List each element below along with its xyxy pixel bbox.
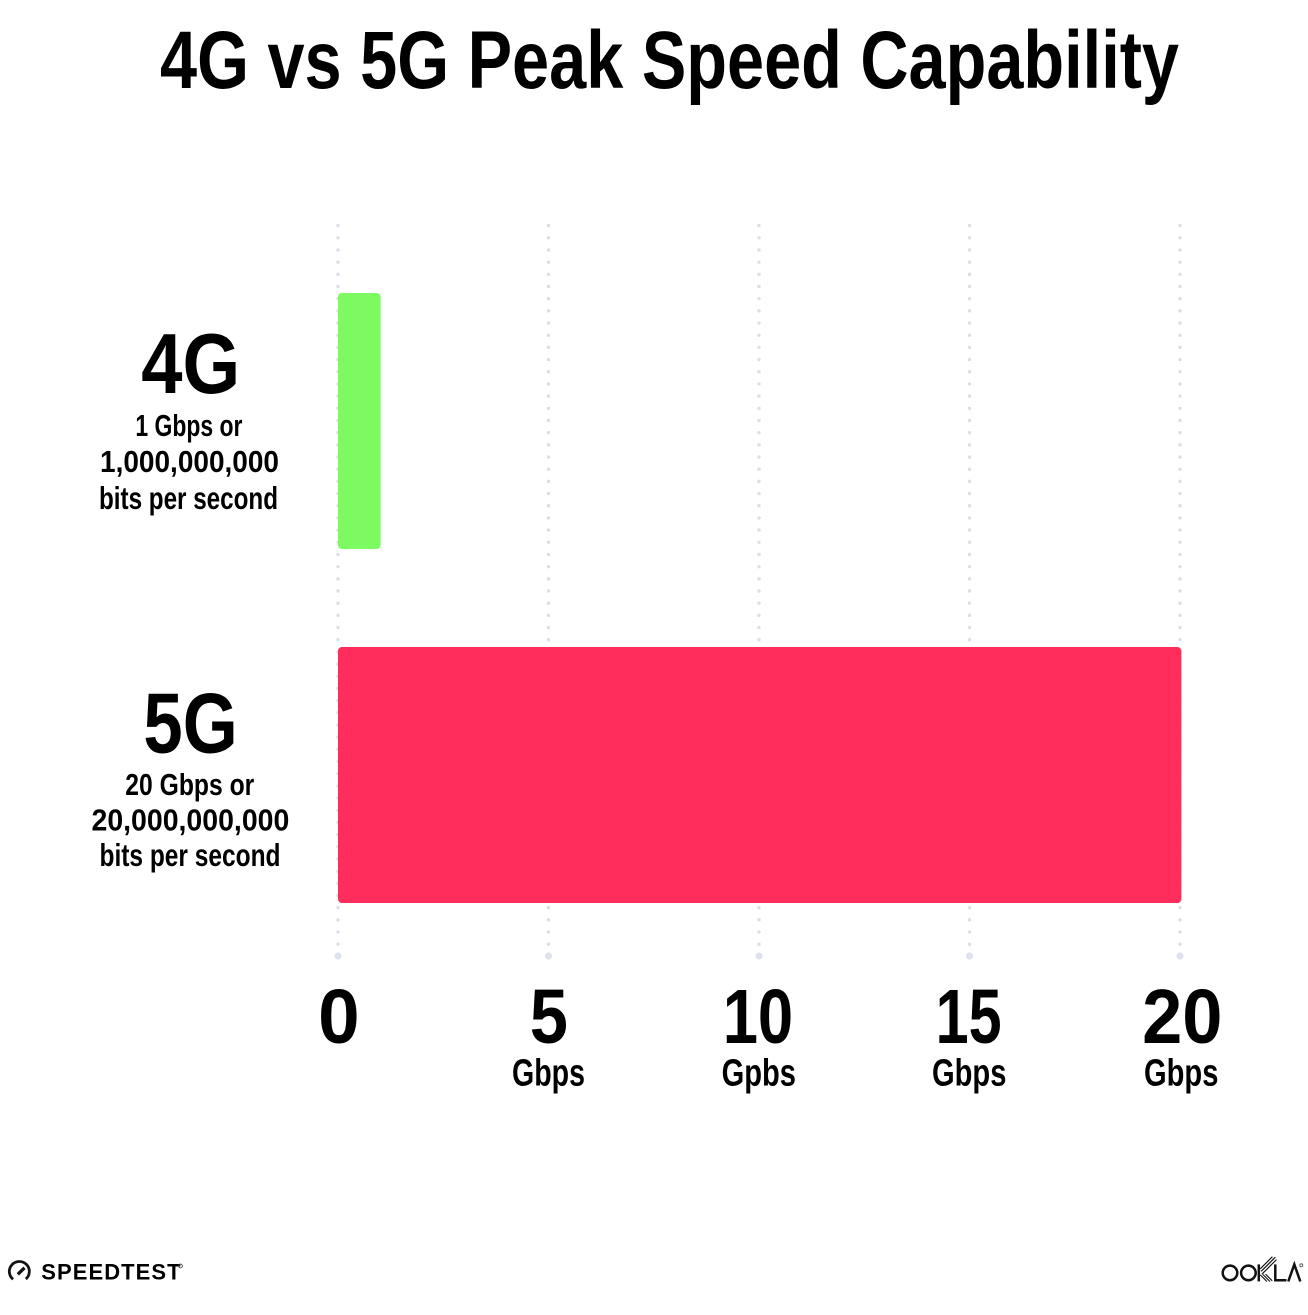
svg-text:5G: 5G xyxy=(143,676,237,771)
svg-text:Gbps: Gbps xyxy=(512,1052,585,1094)
svg-text:1 Gbps or: 1 Gbps or xyxy=(135,408,242,443)
svg-text:0: 0 xyxy=(318,974,360,1060)
svg-text:1,000,000,000: 1,000,000,000 xyxy=(100,444,279,479)
svg-text:20,000,000,000: 20,000,000,000 xyxy=(92,802,290,837)
svg-text:Gbps: Gbps xyxy=(932,1052,1006,1094)
svg-text:bits per second: bits per second xyxy=(100,837,281,873)
svg-text:20 Gbps or: 20 Gbps or xyxy=(125,767,254,802)
svg-text:20: 20 xyxy=(1142,974,1222,1060)
svg-text:10: 10 xyxy=(723,974,794,1060)
svg-text:Gbps: Gbps xyxy=(1144,1052,1218,1094)
svg-text:4G vs 5G Peak Speed Capability: 4G vs 5G Peak Speed Capability xyxy=(160,15,1179,106)
svg-text:SPEEDTEST: SPEEDTEST xyxy=(41,1260,181,1285)
svg-text:4G: 4G xyxy=(141,317,240,412)
svg-text:Gpbs: Gpbs xyxy=(722,1052,796,1094)
svg-text:5: 5 xyxy=(530,974,568,1060)
svg-text:bits per second: bits per second xyxy=(99,480,278,516)
svg-text:15: 15 xyxy=(936,974,1002,1060)
